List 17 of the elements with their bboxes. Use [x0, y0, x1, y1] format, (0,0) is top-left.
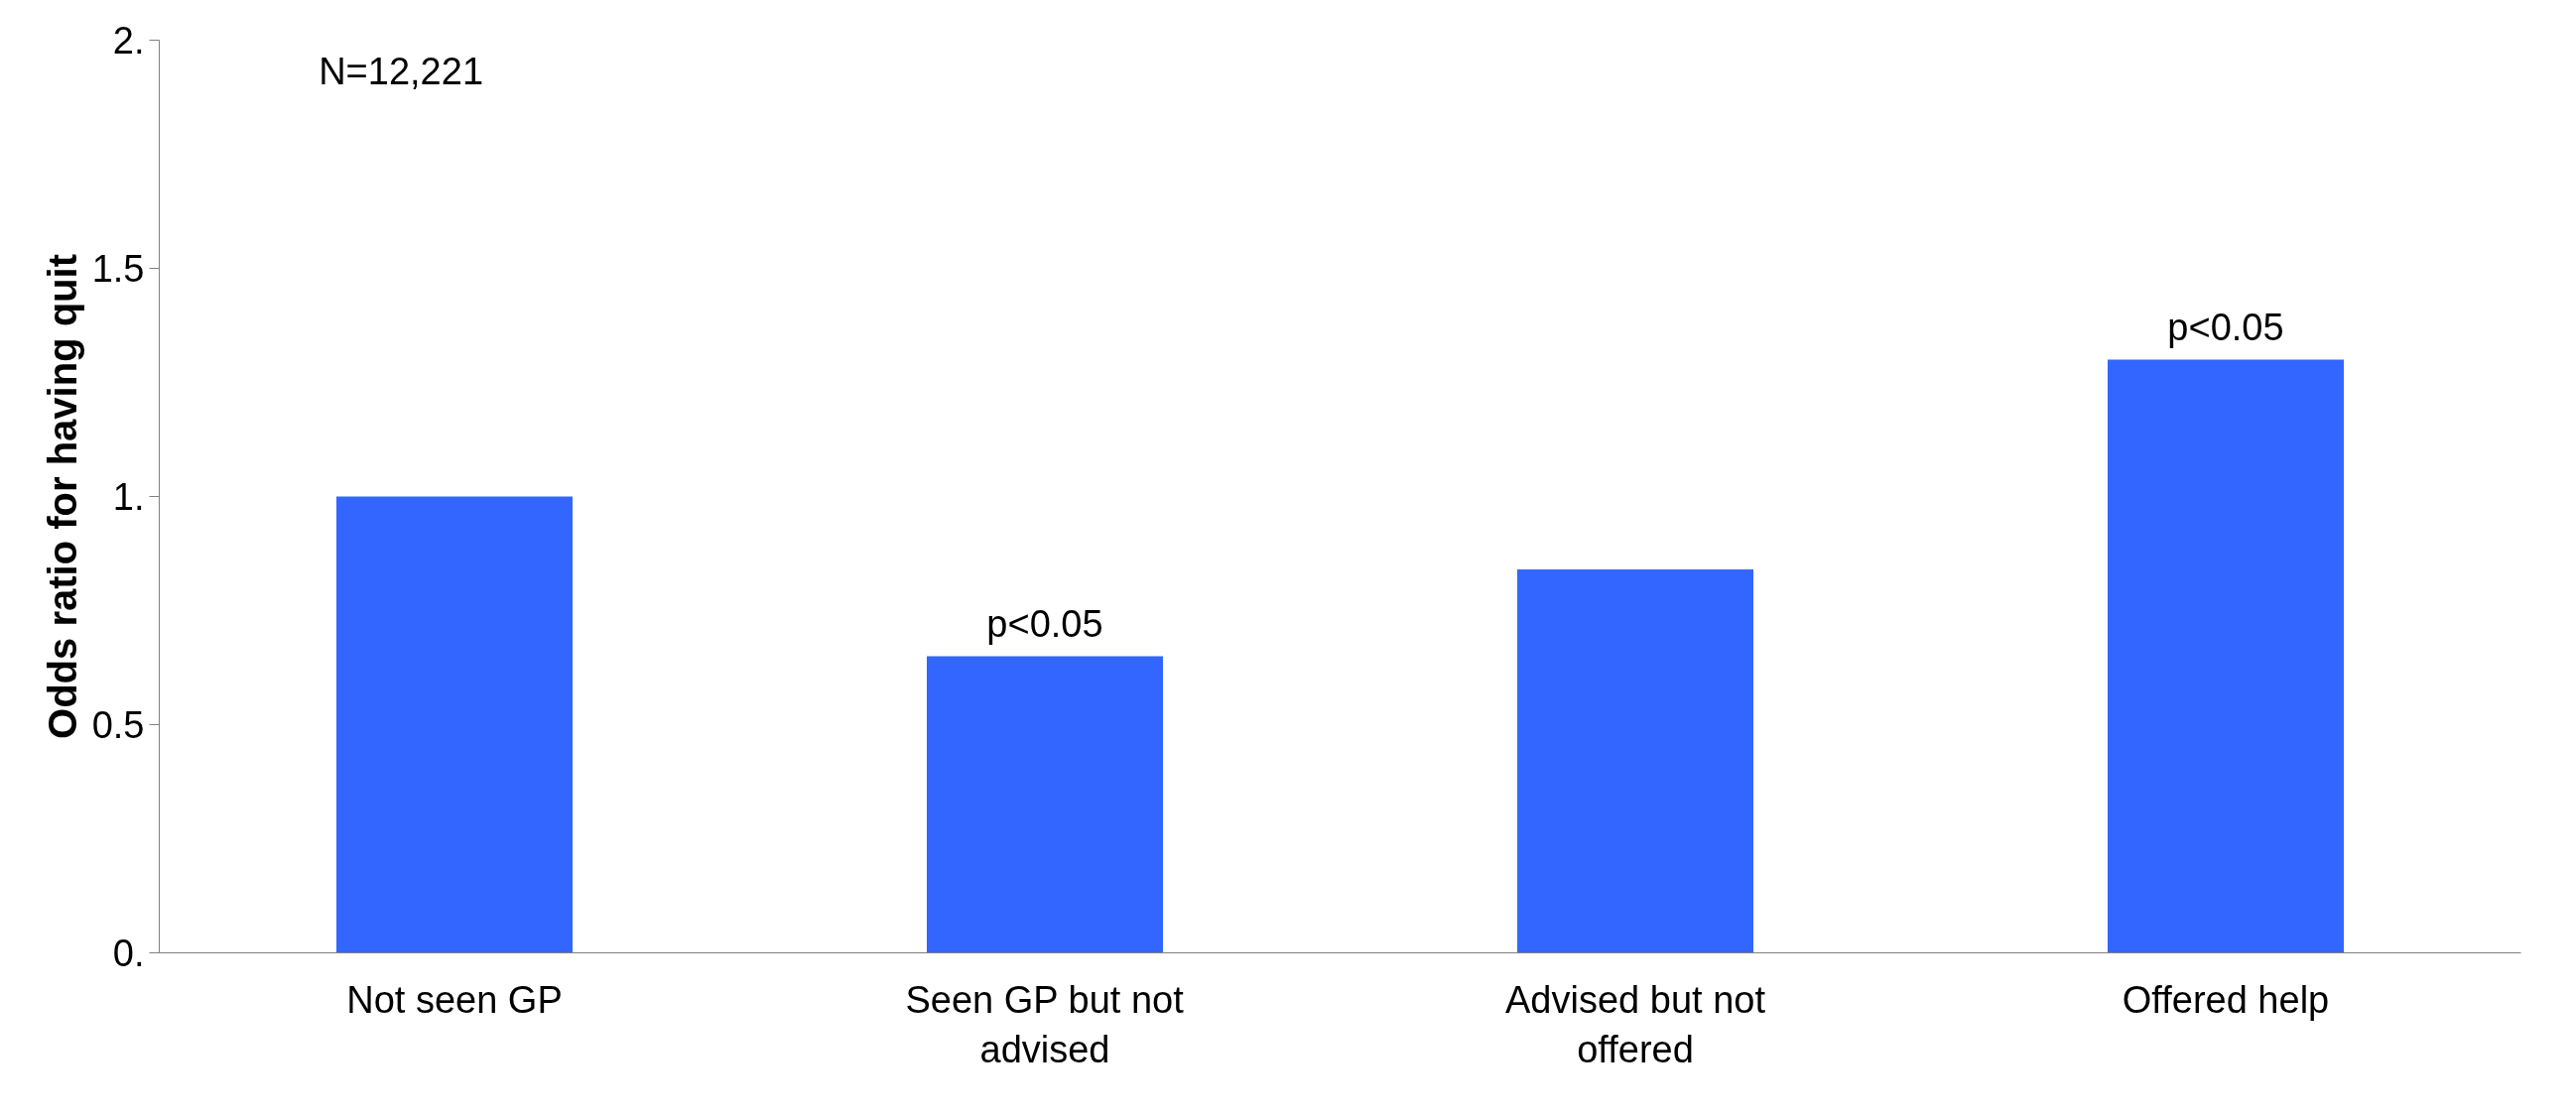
y-tick-label: 2.	[112, 20, 145, 62]
x-tick-label: Offered help	[2122, 978, 2330, 1021]
y-tick-label: 0.	[112, 932, 145, 974]
bar	[1517, 569, 1753, 953]
annotation: p<0.05	[986, 602, 1103, 645]
y-axis-title: Odds ratio for having quit	[40, 254, 84, 739]
x-tick-label: Seen GP but not advised	[905, 978, 1185, 1070]
annotation: N=12,221	[319, 50, 484, 92]
y-tick-label: 1.5	[91, 248, 145, 290]
y-tick-label: 0.5	[91, 704, 145, 746]
x-tick-label: Not seen GP	[346, 978, 563, 1021]
bar	[2108, 359, 2344, 953]
bar	[927, 656, 1163, 953]
bar	[336, 496, 573, 953]
annotation: p<0.05	[2167, 306, 2284, 348]
y-tick-label: 1.	[112, 476, 145, 518]
x-tick-label: Advised but not offered	[1505, 978, 1766, 1070]
